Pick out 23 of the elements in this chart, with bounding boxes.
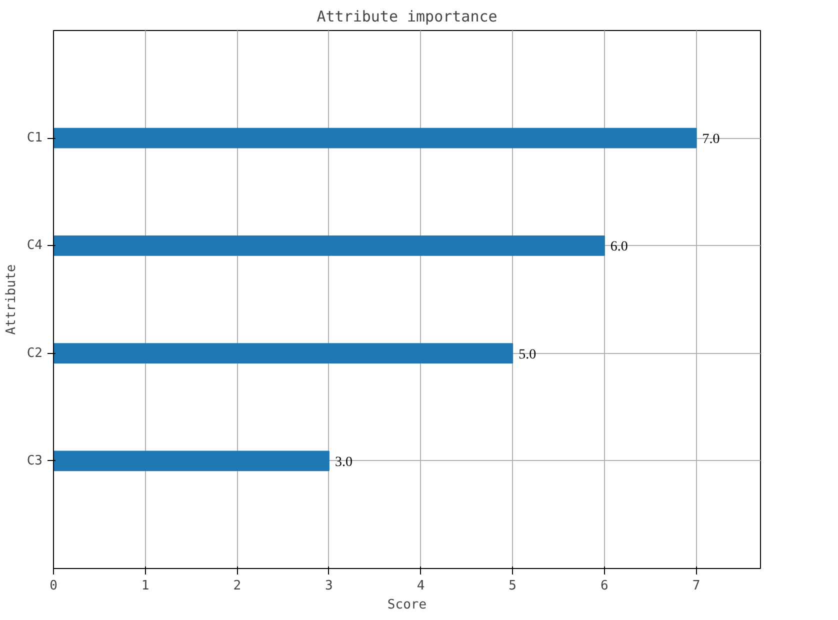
x-tick-label: 4 [416,578,425,594]
chart-title: Attribute importance [316,8,498,26]
bar [54,343,514,364]
y-tick-label: C3 [26,453,43,468]
y-tick-label: C2 [26,346,43,361]
x-tick-label: 1 [141,578,150,594]
bar [54,450,330,472]
x-tick-label: 3 [325,578,333,594]
x-tick-label: 7 [692,578,700,594]
bar [54,128,697,148]
x-tick-label: 6 [600,578,608,594]
y-axis-title: Attribute [4,264,19,335]
x-tick-label: 2 [233,578,242,594]
x-tick-label: 5 [508,578,517,594]
data-label: 7.0 [702,132,720,148]
data-label: 6.0 [610,240,628,255]
y-tick-label: C1 [26,130,43,146]
data-label: 5.0 [518,347,536,362]
y-tick-label: C4 [26,238,43,254]
bar [54,236,605,256]
data-label: 3.0 [334,454,352,470]
x-axis-title: Score [387,598,427,612]
x-tick-label: 0 [50,578,58,594]
